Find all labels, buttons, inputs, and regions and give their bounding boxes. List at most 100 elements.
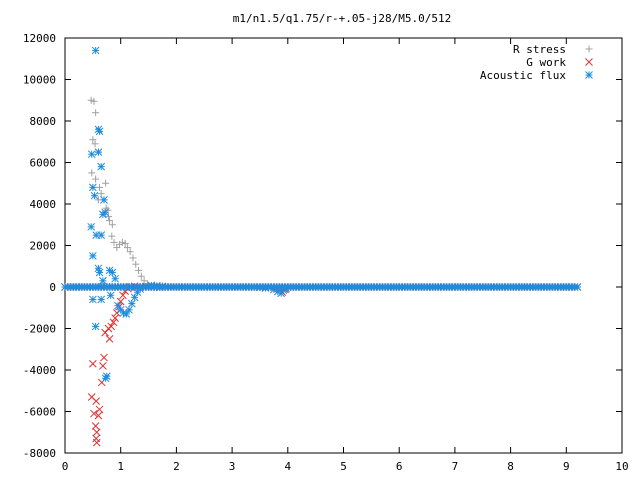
- x-tick-label: 8: [507, 460, 514, 473]
- x-tick-label: 1: [117, 460, 124, 473]
- data-point: [102, 372, 111, 381]
- data-point: [95, 405, 104, 414]
- data-point: [101, 328, 109, 337]
- y-tick-label: -8000: [23, 447, 56, 460]
- data-point: [101, 208, 109, 217]
- data-point: [91, 140, 99, 148]
- data-point: [90, 97, 98, 105]
- data-point: [92, 438, 101, 447]
- data-point: [111, 314, 119, 322]
- data-point: [137, 272, 145, 280]
- data-point: [90, 191, 99, 200]
- y-tick-label: 10000: [23, 74, 56, 87]
- data-point: [123, 244, 131, 252]
- x-tick-label: 2: [173, 460, 180, 473]
- x-tick-label: 3: [229, 460, 236, 473]
- y-tick-label: 8000: [30, 115, 57, 128]
- legend-marker: [585, 71, 593, 79]
- series-acoustic-flux: [87, 46, 290, 383]
- y-tick-label: 12000: [23, 32, 56, 45]
- x-tick-label: 6: [396, 460, 403, 473]
- x-tick-label: 7: [452, 460, 459, 473]
- data-point: [108, 221, 116, 229]
- data-point: [97, 162, 106, 171]
- y-tick-label: 6000: [30, 157, 57, 170]
- x-tick-label: 0: [62, 460, 69, 473]
- y-tick-label: -4000: [23, 364, 56, 377]
- data-point: [88, 359, 97, 368]
- data-point: [88, 183, 97, 192]
- data-point: [88, 169, 96, 177]
- data-point: [92, 175, 100, 183]
- data-point: [97, 295, 106, 304]
- data-point: [87, 222, 96, 231]
- data-point: [104, 212, 112, 220]
- data-point: [100, 353, 108, 362]
- y-tick-label: 2000: [30, 240, 57, 253]
- data-point: [140, 277, 148, 285]
- data-point: [90, 409, 98, 418]
- x-tick-label: 9: [563, 460, 570, 473]
- data-point: [109, 318, 118, 327]
- data-point: [91, 422, 100, 430]
- y-tick-label: 0: [49, 281, 56, 294]
- data-point: [135, 266, 143, 274]
- baseline-acoustic-flux: [61, 283, 582, 291]
- data-point: [88, 295, 97, 304]
- data-point: [96, 183, 104, 191]
- data-points: [61, 46, 582, 447]
- data-point: [132, 260, 140, 268]
- legend-label: G work: [526, 56, 566, 69]
- data-point: [99, 276, 107, 285]
- data-point: [102, 179, 110, 187]
- data-point: [88, 252, 97, 260]
- series-r-stress: [87, 96, 186, 291]
- data-point: [125, 305, 133, 314]
- data-point: [91, 322, 100, 331]
- tick-labels: 0 1 2 3 4 5 6 7 8 9 10 -8000 -6000 -4000 -2000 0 2000 400…: [23, 32, 629, 473]
- data-point: [97, 231, 106, 239]
- data-point: [99, 361, 107, 370]
- y-tick-label: -6000: [23, 406, 56, 419]
- data-point: [126, 248, 134, 256]
- data-point: [95, 127, 104, 136]
- plot-frame: [64, 37, 623, 454]
- data-point: [100, 195, 108, 204]
- data-point: [108, 268, 117, 277]
- data-point: [92, 397, 101, 405]
- data-point: [127, 299, 136, 308]
- y-tick-label: -2000: [23, 323, 56, 336]
- data-point: [129, 254, 137, 262]
- data-point: [121, 239, 129, 247]
- data-point: [87, 150, 96, 159]
- data-point: [92, 109, 100, 117]
- data-point: [94, 125, 103, 134]
- chart-title: m1/n1.5/q1.75/r-+.05-j28/M5.0/512: [233, 12, 452, 25]
- x-tick-label: 10: [615, 460, 628, 473]
- x-tick-label: 4: [284, 460, 291, 473]
- legend-label: R stress: [513, 43, 566, 56]
- data-point: [107, 322, 116, 331]
- data-point: [95, 268, 104, 277]
- data-point: [110, 238, 118, 246]
- data-point: [106, 217, 114, 225]
- data-point: [106, 291, 115, 300]
- data-point: [573, 283, 582, 291]
- data-point: [119, 291, 127, 300]
- data-point: [105, 335, 114, 343]
- data-point: [94, 148, 103, 156]
- legend-marker: [585, 58, 593, 66]
- data-point: [97, 190, 105, 198]
- legend-marker: [585, 45, 593, 53]
- data-point: [111, 274, 119, 283]
- data-point: [92, 428, 101, 437]
- data-point: [108, 232, 116, 240]
- y-tick-label: 4000: [30, 198, 57, 211]
- data-point: [91, 46, 100, 55]
- axes: [64, 37, 623, 454]
- data-point: [112, 309, 121, 317]
- x-tick-label: 5: [340, 460, 347, 473]
- data-point: [94, 411, 103, 420]
